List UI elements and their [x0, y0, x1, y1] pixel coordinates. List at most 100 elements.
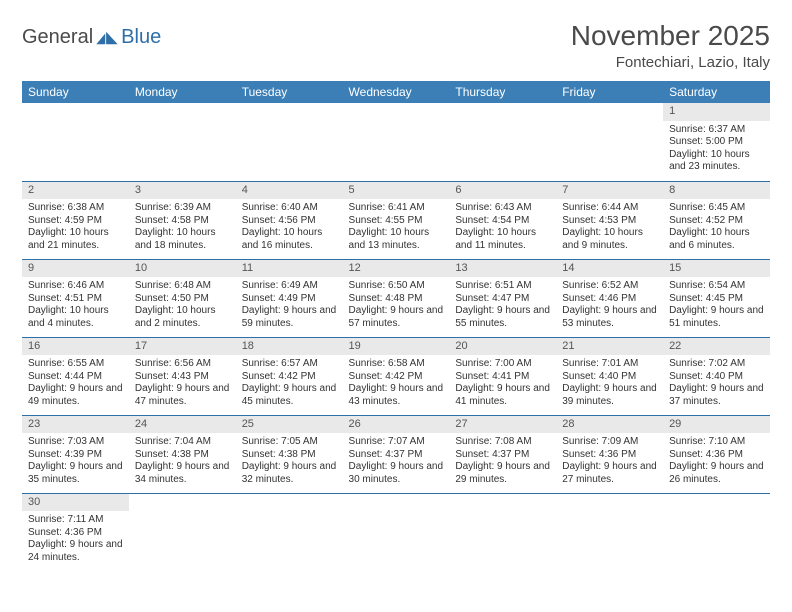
weekday-header: Thursday	[449, 81, 556, 103]
calendar-cell: 4 Sunrise: 6:40 AMSunset: 4:56 PMDaylight…	[236, 181, 343, 259]
day-number: 11	[236, 260, 343, 278]
weekday-header: Sunday	[22, 81, 129, 103]
calendar-cell: 14 Sunrise: 6:52 AMSunset: 4:46 PMDayligh…	[556, 259, 663, 337]
weekday-header-row: SundayMondayTuesdayWednesdayThursdayFrid…	[22, 81, 770, 103]
calendar-cell: 26 Sunrise: 7:07 AMSunset: 4:37 PMDayligh…	[343, 415, 450, 493]
calendar-cell: 9Sunrise: 6:46 AMSunset: 4:51 PMDaylight…	[22, 259, 129, 337]
calendar-cell: 24Sunrise: 7:04 AMSunset: 4:38 PMDayligh…	[129, 415, 236, 493]
day-number: 16	[22, 338, 129, 356]
calendar-cell	[343, 493, 450, 571]
calendar-cell: 1Sunrise: 6:37 AMSunset: 5:00 PMDaylight…	[663, 103, 770, 181]
day-number: 22	[663, 338, 770, 356]
calendar-cell: 3Sunrise: 6:39 AMSunset: 4:58 PMDaylight…	[129, 181, 236, 259]
day-number: 8	[663, 182, 770, 200]
day-number: 26	[343, 416, 450, 434]
calendar-cell: 16Sunrise: 6:55 AMSunset: 4:44 PMDayligh…	[22, 337, 129, 415]
calendar-cell	[449, 103, 556, 181]
calendar-cell: 2 Sunrise: 6:38 AMSunset: 4:59 PMDaylight…	[22, 181, 129, 259]
calendar-cell: 21 Sunrise: 7:01 AMSunset: 4:40 PMDayligh…	[556, 337, 663, 415]
day-info: Sunrise: 7:03 AMSunset: 4:39 PMDaylight:…	[26, 436, 125, 486]
calendar-cell: 18 Sunrise: 6:57 AMSunset: 4:42 PMDayligh…	[236, 337, 343, 415]
header: General Blue November 2025 Fontechiari, …	[22, 20, 770, 71]
day-info: Sunrise: 6:45 AMSunset: 4:52 PMDaylight:…	[667, 202, 766, 252]
weekday-header: Friday	[556, 81, 663, 103]
calendar-cell	[556, 493, 663, 571]
day-number: 30	[22, 494, 129, 512]
day-number: 2	[22, 182, 129, 200]
calendar-cell: 13Sunrise: 6:51 AMSunset: 4:47 PMDayligh…	[449, 259, 556, 337]
calendar-row: 2 Sunrise: 6:38 AMSunset: 4:59 PMDaylight…	[22, 181, 770, 259]
day-info: Sunrise: 6:38 AMSunset: 4:59 PMDaylight:…	[26, 202, 125, 252]
weekday-header: Wednesday	[343, 81, 450, 103]
day-info: Sunrise: 7:11 AMSunset: 4:36 PMDaylight:…	[26, 514, 125, 564]
calendar-cell	[663, 493, 770, 571]
logo: General Blue	[22, 20, 161, 49]
day-number: 27	[449, 416, 556, 434]
day-number: 18	[236, 338, 343, 356]
day-number: 12	[343, 260, 450, 278]
calendar-row: 30 Sunrise: 7:11 AMSunset: 4:36 PMDayligh…	[22, 493, 770, 571]
day-info: Sunrise: 6:49 AMSunset: 4:49 PMDaylight:…	[240, 280, 339, 330]
calendar-cell	[343, 103, 450, 181]
title-block: November 2025 Fontechiari, Lazio, Italy	[571, 20, 770, 71]
day-info: Sunrise: 7:07 AMSunset: 4:37 PMDaylight:…	[347, 436, 446, 486]
calendar-cell	[556, 103, 663, 181]
calendar-cell: 30 Sunrise: 7:11 AMSunset: 4:36 PMDayligh…	[22, 493, 129, 571]
calendar-cell: 25 Sunrise: 7:05 AMSunset: 4:38 PMDayligh…	[236, 415, 343, 493]
page-title: November 2025	[571, 20, 770, 52]
calendar-cell: 10 Sunrise: 6:48 AMSunset: 4:50 PMDayligh…	[129, 259, 236, 337]
calendar-cell: 27Sunrise: 7:08 AMSunset: 4:37 PMDayligh…	[449, 415, 556, 493]
day-number: 25	[236, 416, 343, 434]
calendar-body: 1Sunrise: 6:37 AMSunset: 5:00 PMDaylight…	[22, 103, 770, 571]
flag-icon	[96, 29, 118, 45]
day-info: Sunrise: 7:10 AMSunset: 4:36 PMDaylight:…	[667, 436, 766, 486]
calendar-table: SundayMondayTuesdayWednesdayThursdayFrid…	[22, 81, 770, 571]
day-info: Sunrise: 6:41 AMSunset: 4:55 PMDaylight:…	[347, 202, 446, 252]
calendar-row: 9Sunrise: 6:46 AMSunset: 4:51 PMDaylight…	[22, 259, 770, 337]
day-number: 24	[129, 416, 236, 434]
calendar-cell: 29Sunrise: 7:10 AMSunset: 4:36 PMDayligh…	[663, 415, 770, 493]
weekday-header: Monday	[129, 81, 236, 103]
day-number: 4	[236, 182, 343, 200]
day-info: Sunrise: 6:40 AMSunset: 4:56 PMDaylight:…	[240, 202, 339, 252]
calendar-cell: 28 Sunrise: 7:09 AMSunset: 4:36 PMDayligh…	[556, 415, 663, 493]
day-number: 28	[556, 416, 663, 434]
day-number: 7	[556, 182, 663, 200]
day-number: 21	[556, 338, 663, 356]
day-info: Sunrise: 6:58 AMSunset: 4:42 PMDaylight:…	[347, 358, 446, 408]
calendar-cell: 7 Sunrise: 6:44 AMSunset: 4:53 PMDaylight…	[556, 181, 663, 259]
day-info: Sunrise: 7:09 AMSunset: 4:36 PMDaylight:…	[560, 436, 659, 486]
calendar-row: 23Sunrise: 7:03 AMSunset: 4:39 PMDayligh…	[22, 415, 770, 493]
day-number: 17	[129, 338, 236, 356]
day-number: 14	[556, 260, 663, 278]
day-number: 20	[449, 338, 556, 356]
day-info: Sunrise: 7:01 AMSunset: 4:40 PMDaylight:…	[560, 358, 659, 408]
day-number: 1	[663, 103, 770, 121]
day-info: Sunrise: 6:56 AMSunset: 4:43 PMDaylight:…	[133, 358, 232, 408]
day-info: Sunrise: 6:57 AMSunset: 4:42 PMDaylight:…	[240, 358, 339, 408]
logo-text-1: General	[22, 26, 93, 49]
calendar-cell: 15Sunrise: 6:54 AMSunset: 4:45 PMDayligh…	[663, 259, 770, 337]
day-info: Sunrise: 6:52 AMSunset: 4:46 PMDaylight:…	[560, 280, 659, 330]
calendar-cell	[22, 103, 129, 181]
day-number: 5	[343, 182, 450, 200]
day-info: Sunrise: 7:00 AMSunset: 4:41 PMDaylight:…	[453, 358, 552, 408]
logo-text-2: Blue	[121, 26, 161, 49]
calendar-cell: 22Sunrise: 7:02 AMSunset: 4:40 PMDayligh…	[663, 337, 770, 415]
calendar-cell	[449, 493, 556, 571]
day-info: Sunrise: 6:43 AMSunset: 4:54 PMDaylight:…	[453, 202, 552, 252]
day-info: Sunrise: 6:44 AMSunset: 4:53 PMDaylight:…	[560, 202, 659, 252]
calendar-cell	[236, 493, 343, 571]
calendar-cell: 12Sunrise: 6:50 AMSunset: 4:48 PMDayligh…	[343, 259, 450, 337]
day-number: 13	[449, 260, 556, 278]
location: Fontechiari, Lazio, Italy	[571, 54, 770, 71]
calendar-cell: 17 Sunrise: 6:56 AMSunset: 4:43 PMDayligh…	[129, 337, 236, 415]
calendar-cell: 19Sunrise: 6:58 AMSunset: 4:42 PMDayligh…	[343, 337, 450, 415]
calendar-row: 1Sunrise: 6:37 AMSunset: 5:00 PMDaylight…	[22, 103, 770, 181]
day-info: Sunrise: 7:05 AMSunset: 4:38 PMDaylight:…	[240, 436, 339, 486]
day-info: Sunrise: 6:48 AMSunset: 4:50 PMDaylight:…	[133, 280, 232, 330]
calendar-cell: 6Sunrise: 6:43 AMSunset: 4:54 PMDaylight…	[449, 181, 556, 259]
calendar-cell: 23Sunrise: 7:03 AMSunset: 4:39 PMDayligh…	[22, 415, 129, 493]
calendar-cell: 11 Sunrise: 6:49 AMSunset: 4:49 PMDayligh…	[236, 259, 343, 337]
day-number: 10	[129, 260, 236, 278]
